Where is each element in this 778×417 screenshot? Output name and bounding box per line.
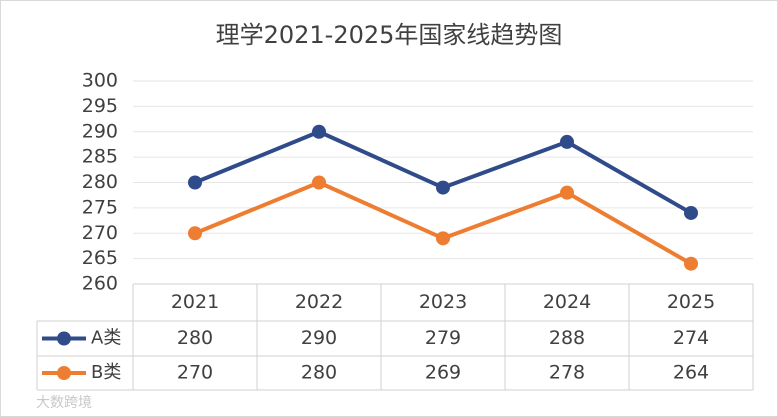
table-value: 274: [673, 327, 709, 349]
chart-title: 理学2021-2025年国家线趋势图: [216, 21, 563, 49]
table-value: 280: [177, 327, 213, 349]
table-value: 279: [425, 327, 461, 349]
data-point: [312, 124, 326, 139]
data-point: [188, 175, 202, 190]
legend-marker: [57, 366, 71, 380]
data-point: [560, 134, 574, 149]
table-value: 264: [673, 362, 709, 384]
table-value: 280: [301, 362, 337, 384]
x-tick-label: 2021: [171, 291, 219, 313]
legend-label: B类: [91, 362, 121, 383]
x-tick-label: 2022: [295, 291, 343, 313]
data-point: [436, 180, 450, 195]
y-tick-label: 295: [82, 95, 118, 117]
table-value: 269: [425, 362, 461, 384]
y-tick-label: 300: [82, 70, 118, 92]
table-value: 290: [301, 327, 337, 349]
data-point: [684, 256, 698, 271]
x-tick-label: 2025: [667, 291, 715, 313]
data-point: [684, 205, 698, 220]
data-point: [436, 231, 450, 246]
data-point: [560, 185, 574, 200]
y-tick-label: 260: [82, 273, 118, 295]
watermark: 大数跨境: [36, 395, 92, 411]
y-tick-label: 280: [82, 171, 118, 193]
data-point: [312, 175, 326, 190]
x-tick-label: 2023: [419, 291, 467, 313]
legend-label: A类: [91, 328, 121, 349]
x-tick-label: 2024: [543, 291, 591, 313]
y-tick-label: 265: [82, 247, 118, 269]
legend-marker: [57, 331, 71, 346]
table-value: 270: [177, 362, 213, 384]
y-tick-label: 285: [82, 146, 118, 168]
y-tick-label: 275: [82, 196, 118, 218]
table-value: 278: [549, 362, 585, 384]
table-value: 288: [549, 327, 585, 349]
y-tick-label: 290: [82, 120, 118, 142]
y-tick-label: 270: [82, 222, 118, 244]
data-point: [188, 226, 202, 241]
